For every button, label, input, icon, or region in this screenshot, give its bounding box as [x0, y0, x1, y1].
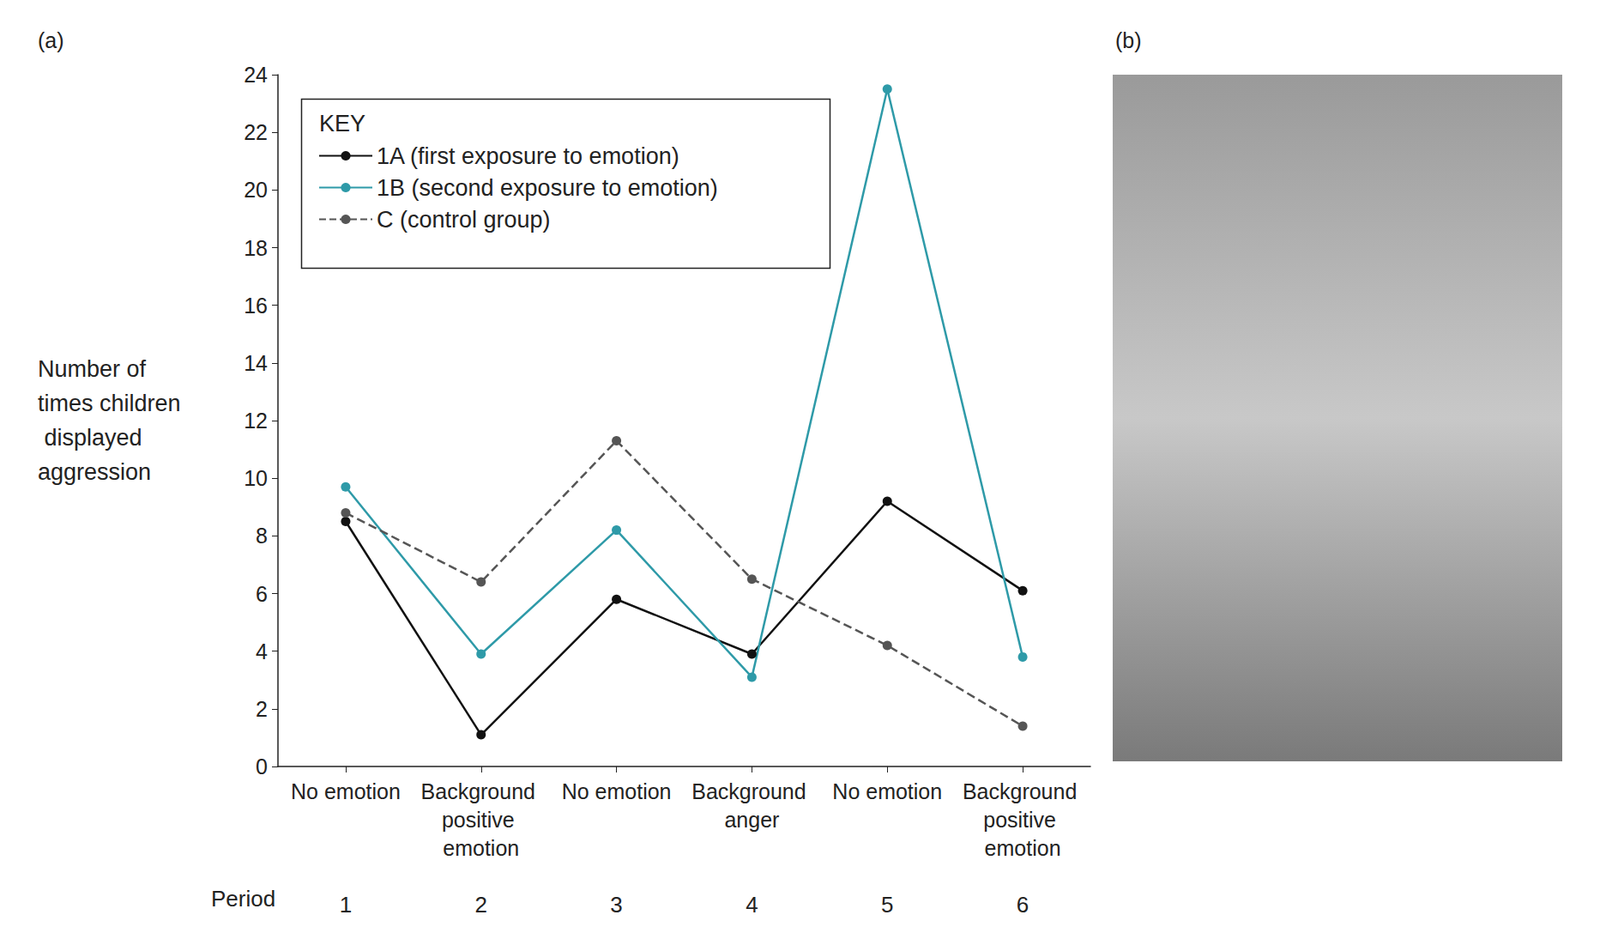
svg-text:16: 16: [243, 293, 268, 318]
svg-text:14: 14: [243, 350, 268, 375]
svg-text:Period: Period: [211, 885, 276, 912]
svg-text:KEY: KEY: [319, 110, 366, 137]
svg-text:10: 10: [243, 465, 268, 490]
svg-text:aggression: aggression: [37, 458, 151, 485]
svg-text:(a): (a): [37, 28, 65, 53]
svg-text:No emotion: No emotion: [561, 778, 672, 804]
svg-text:anger: anger: [724, 807, 779, 832]
svg-text:1: 1: [339, 891, 352, 918]
svg-text:6: 6: [1016, 891, 1029, 918]
svg-text:12: 12: [243, 408, 268, 433]
svg-text:No emotion: No emotion: [832, 778, 942, 804]
svg-text:18: 18: [243, 235, 268, 260]
svg-text:4: 4: [745, 891, 758, 918]
svg-text:times children: times children: [37, 390, 182, 417]
svg-text:positive: positive: [983, 807, 1063, 832]
svg-text:24: 24: [243, 62, 268, 87]
svg-text:emotion: emotion: [984, 835, 1062, 860]
svg-text:2: 2: [475, 891, 488, 918]
svg-text:displayed: displayed: [37, 424, 149, 451]
svg-text:8: 8: [255, 523, 268, 548]
svg-text:2: 2: [255, 696, 268, 721]
svg-text:4: 4: [255, 639, 268, 664]
svg-text:0: 0: [255, 754, 268, 779]
svg-text:Background: Background: [962, 778, 1083, 804]
svg-text:6: 6: [255, 581, 268, 606]
svg-text:1B (second exposure to emotion: 1B (second exposure to emotion): [376, 175, 719, 201]
svg-text:20: 20: [243, 177, 268, 202]
svg-text:positive: positive: [441, 807, 521, 832]
svg-text:Background: Background: [421, 778, 542, 804]
svg-text:Background: Background: [691, 778, 812, 804]
svg-text:5: 5: [881, 891, 894, 918]
svg-text:(b): (b): [1115, 28, 1142, 53]
svg-text:3: 3: [609, 891, 622, 918]
svg-text:1A (first exposure to emotion): 1A (first exposure to emotion): [376, 143, 680, 170]
svg-text:Number of: Number of: [37, 356, 153, 382]
svg-text:No emotion: No emotion: [290, 778, 401, 804]
svg-text:C (control group): C (control group): [376, 206, 551, 233]
svg-text:emotion: emotion: [442, 835, 520, 860]
svg-text:22: 22: [243, 120, 268, 145]
